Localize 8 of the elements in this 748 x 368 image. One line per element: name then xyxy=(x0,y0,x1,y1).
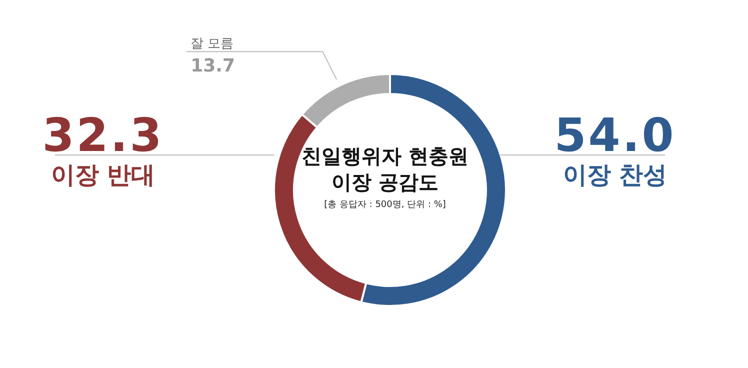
data-label: 54.0 xyxy=(554,108,676,162)
data-label: 13.7 xyxy=(190,56,236,77)
text: 친일행위자 현충원 이장 공감도 xyxy=(300,143,470,195)
slice-label: 이장 찬성 xyxy=(562,161,668,189)
slice-label: 이장 반대 xyxy=(50,161,156,189)
slice-label: 잘 모름 xyxy=(190,36,234,52)
data-label: 32.3 xyxy=(42,108,164,162)
text: [총 응답자 : 500명, 단위 : %] xyxy=(323,199,447,211)
